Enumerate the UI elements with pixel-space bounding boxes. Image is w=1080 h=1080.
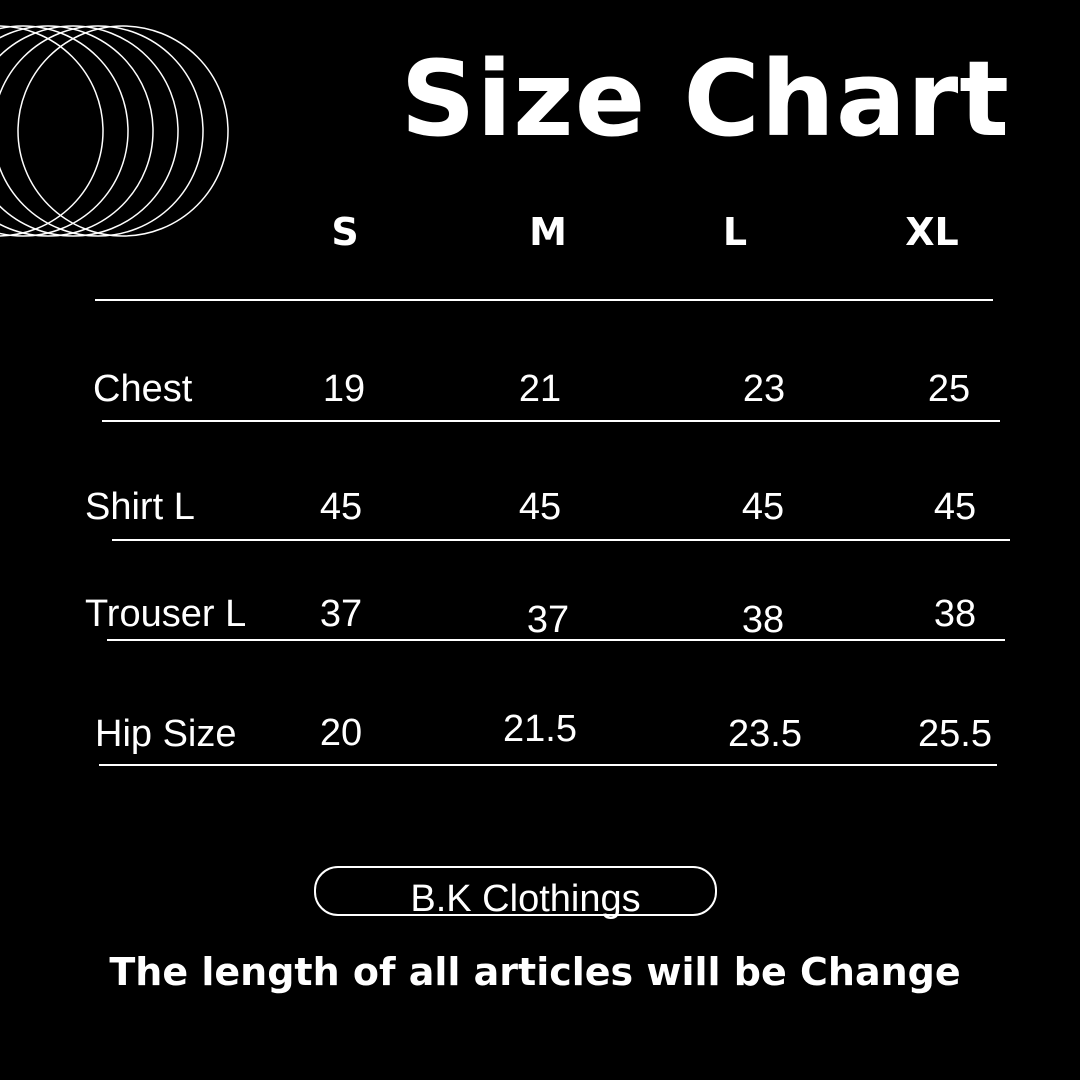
row-divider [107,639,1005,641]
size-header-l: L [722,210,748,254]
row-divider [112,539,1010,541]
footer-note: The length of all articles will be Chang… [109,950,961,994]
cell-value: 21.5 [503,708,577,750]
cell-value: 45 [319,486,363,528]
circle-decoration [0,25,154,237]
row-divider [99,764,997,766]
size-header-xl: XL [905,210,959,254]
cell-value: 20 [319,712,363,754]
cell-value: 37 [526,599,570,641]
row-divider [102,420,1000,422]
cell-value: 37 [319,593,363,635]
size-header-s: S [331,210,359,254]
decorative-circles [0,25,229,237]
row-label-hip-size: Hip Size [95,713,237,755]
cell-value: 23.5 [728,713,802,755]
cell-value: 45 [518,486,562,528]
circle-decoration [0,25,179,237]
cell-value: 38 [933,593,977,635]
circle-decoration [17,25,229,237]
cell-value: 19 [322,368,366,410]
brand-name: B.K Clothings [410,878,641,920]
page-title: Size Chart [400,38,1010,160]
row-label-trouser-length: Trouser L [85,593,247,635]
size-header-m: M [529,210,567,254]
cell-value: 25.5 [918,713,992,755]
row-label-shirt-length: Shirt L [85,486,195,528]
cell-value: 38 [741,599,785,641]
cell-value: 23 [742,368,786,410]
cell-value: 45 [741,486,785,528]
brand-badge: B.K Clothings [314,866,717,920]
row-label-chest: Chest [93,368,193,410]
cell-value: 45 [933,486,977,528]
circle-decoration [0,25,104,237]
header-divider [95,299,993,301]
circle-decoration [0,25,204,237]
cell-value: 21 [518,368,562,410]
cell-value: 25 [927,368,971,410]
circle-decoration [0,25,129,237]
